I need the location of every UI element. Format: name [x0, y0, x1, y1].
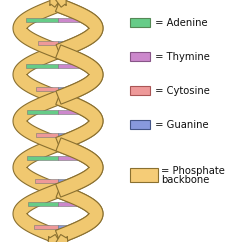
Bar: [58, 87, 79, 91]
Text: = Thymine: = Thymine: [152, 52, 210, 61]
Polygon shape: [55, 184, 103, 242]
Bar: [130, 120, 150, 129]
Bar: [58, 18, 90, 22]
Bar: [130, 18, 150, 27]
Text: = Phosphate: = Phosphate: [161, 166, 225, 176]
Bar: [35, 179, 58, 183]
Bar: [27, 110, 58, 114]
Bar: [58, 41, 78, 45]
Polygon shape: [55, 0, 103, 58]
Bar: [38, 41, 58, 45]
Bar: [58, 133, 80, 137]
Bar: [130, 86, 150, 95]
Polygon shape: [13, 0, 103, 242]
Text: = Cytosine: = Cytosine: [152, 85, 210, 96]
Bar: [58, 64, 90, 68]
FancyArrow shape: [55, 0, 66, 7]
Polygon shape: [56, 91, 103, 151]
Bar: [28, 202, 58, 206]
Polygon shape: [13, 0, 103, 242]
Bar: [130, 168, 158, 182]
Bar: [58, 225, 82, 229]
Bar: [27, 156, 58, 160]
FancyArrow shape: [50, 0, 61, 7]
Bar: [58, 156, 89, 160]
Polygon shape: [56, 45, 103, 104]
Bar: [37, 87, 58, 91]
Bar: [36, 133, 58, 137]
Text: backbone: backbone: [161, 175, 209, 185]
Bar: [26, 64, 58, 68]
Text: = Guanine: = Guanine: [152, 120, 209, 129]
FancyArrow shape: [55, 234, 68, 242]
Bar: [58, 179, 81, 183]
Text: = Adenine: = Adenine: [152, 17, 208, 28]
Bar: [130, 52, 150, 61]
Bar: [58, 110, 89, 114]
Bar: [35, 225, 58, 229]
Bar: [58, 202, 88, 206]
Bar: [25, 18, 58, 22]
FancyArrow shape: [48, 234, 61, 242]
Polygon shape: [56, 138, 103, 197]
